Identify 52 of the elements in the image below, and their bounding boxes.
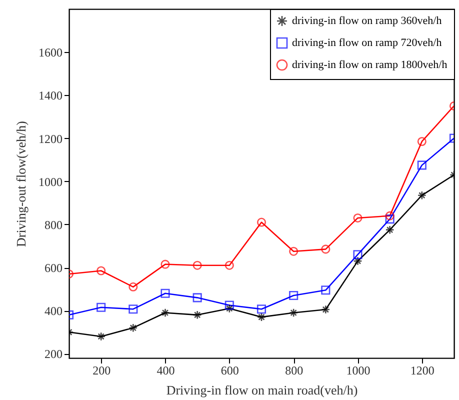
point [289, 246, 298, 256]
point [192, 293, 202, 302]
x-tick-label: 200 [92, 364, 111, 378]
legend-label: driving-in flow on ramp 1800veh/h [292, 59, 448, 71]
point [353, 256, 362, 266]
x-tick-label: 800 [285, 364, 304, 378]
x-axis-title: Driving-in flow on main road(veh/h) [166, 382, 358, 398]
point [128, 304, 138, 314]
point [321, 286, 330, 295]
point [224, 260, 234, 270]
y-tick-label: 400 [44, 304, 62, 318]
point [192, 260, 202, 270]
point [192, 310, 202, 320]
point [321, 305, 330, 314]
x-tick-label: 400 [156, 364, 175, 378]
y-tick-label: 1600 [38, 46, 62, 60]
y-tick-label: 1200 [38, 132, 62, 146]
point [417, 136, 426, 146]
point [385, 225, 394, 234]
point [96, 302, 106, 312]
point [128, 282, 138, 292]
point [385, 211, 394, 220]
point [160, 260, 170, 269]
point [160, 308, 170, 318]
point [321, 244, 330, 254]
x-tick-label: 1200 [410, 364, 434, 378]
legend-label: driving-in flow on ramp 360veh/h [292, 15, 442, 27]
point [353, 250, 362, 260]
point [256, 304, 266, 314]
point [256, 218, 266, 227]
point [353, 213, 362, 222]
y-tick-label: 800 [44, 218, 62, 232]
y-tick-label: 600 [44, 261, 62, 276]
y-tick-label: 200 [44, 347, 62, 362]
point [128, 323, 138, 332]
x-tick-label: 600 [220, 364, 239, 378]
point [289, 291, 298, 300]
legend-label: driving-in flow on ramp 720veh/h [292, 37, 442, 49]
point [289, 308, 298, 318]
point [160, 288, 170, 298]
point [417, 160, 426, 170]
point [224, 304, 234, 313]
point [96, 266, 106, 276]
y-tick-label: 1400 [38, 88, 62, 103]
y-axis-title: Driving-out flow(veh/h) [14, 120, 28, 248]
x-tick-label: 1000 [346, 364, 370, 378]
point [385, 214, 394, 224]
point [96, 332, 106, 341]
y-tick-label: 1000 [38, 174, 62, 189]
point [224, 300, 234, 310]
point [417, 190, 426, 200]
point [256, 312, 266, 322]
